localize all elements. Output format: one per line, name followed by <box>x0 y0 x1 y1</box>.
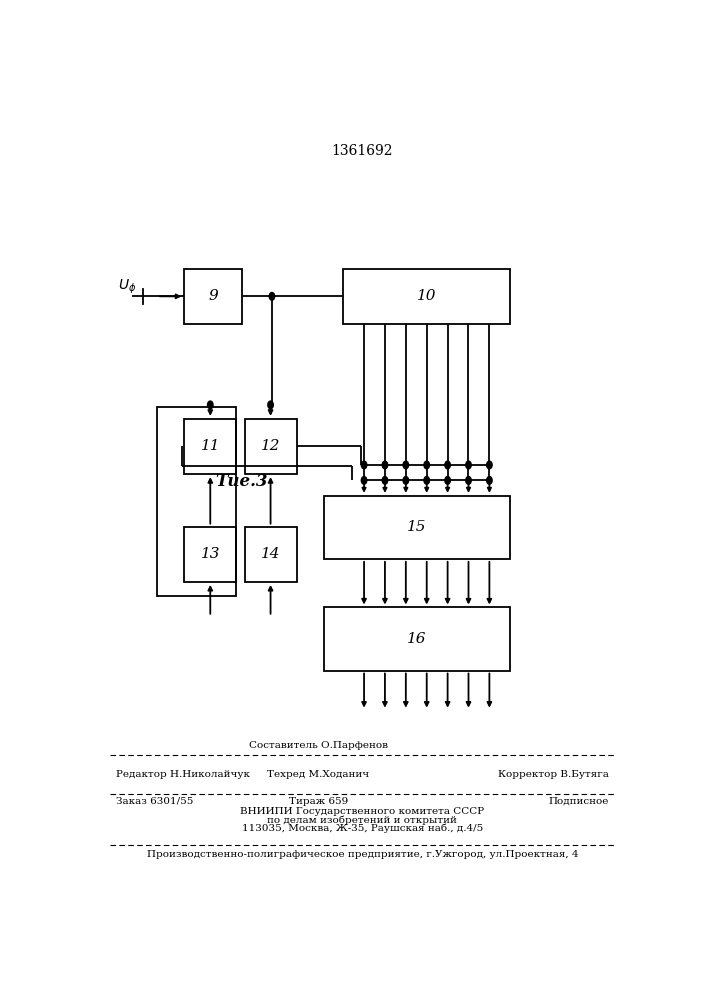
Circle shape <box>361 477 367 484</box>
Circle shape <box>382 477 387 484</box>
Text: 12: 12 <box>261 439 280 453</box>
FancyBboxPatch shape <box>245 527 297 582</box>
FancyBboxPatch shape <box>324 607 510 671</box>
FancyBboxPatch shape <box>324 496 510 559</box>
Circle shape <box>268 401 274 409</box>
Text: Техред М.Ходанич: Техред М.Ходанич <box>267 770 370 779</box>
Text: 113035, Москва, Ж-35, Раушская наб., д.4/5: 113035, Москва, Ж-35, Раушская наб., д.4… <box>242 824 483 833</box>
Text: Редактор Н.Николайчук: Редактор Н.Николайчук <box>116 770 250 779</box>
Text: 9: 9 <box>208 289 218 303</box>
Circle shape <box>486 461 492 469</box>
Circle shape <box>466 461 472 469</box>
Text: Τие.3: Τие.3 <box>216 473 268 490</box>
Text: 13: 13 <box>201 547 220 561</box>
Text: Подписное: Подписное <box>549 797 609 806</box>
FancyBboxPatch shape <box>343 269 510 324</box>
Text: 10: 10 <box>417 289 436 303</box>
Text: 1361692: 1361692 <box>332 144 393 158</box>
Circle shape <box>269 292 275 300</box>
Text: 14: 14 <box>261 547 280 561</box>
Text: по делам изобретений и открытий: по делам изобретений и открытий <box>267 815 457 825</box>
FancyBboxPatch shape <box>245 419 297 474</box>
Circle shape <box>486 477 492 484</box>
Circle shape <box>403 477 409 484</box>
Circle shape <box>403 461 409 469</box>
Text: Заказ 6301/55: Заказ 6301/55 <box>116 797 193 806</box>
Text: 11: 11 <box>201 439 220 453</box>
Circle shape <box>361 461 367 469</box>
Circle shape <box>424 461 429 469</box>
FancyBboxPatch shape <box>185 269 242 324</box>
Circle shape <box>424 477 429 484</box>
Text: $U_\phi$: $U_\phi$ <box>117 278 136 296</box>
Text: Корректор В.Бутяга: Корректор В.Бутяга <box>498 770 609 779</box>
Circle shape <box>208 401 213 409</box>
Text: Составитель О.Парфенов: Составитель О.Парфенов <box>249 741 388 750</box>
Text: 16: 16 <box>407 632 427 646</box>
Circle shape <box>382 461 387 469</box>
Text: Тираж 659: Тираж 659 <box>289 797 348 806</box>
Text: Производственно-полиграфическое предприятие, г.Ужгород, ул.Проектная, 4: Производственно-полиграфическое предприя… <box>146 850 578 859</box>
Circle shape <box>445 461 450 469</box>
Text: ВНИИПИ Государственного комитета СССР: ВНИИПИ Государственного комитета СССР <box>240 807 484 816</box>
Text: 15: 15 <box>407 520 427 534</box>
FancyBboxPatch shape <box>185 527 236 582</box>
Circle shape <box>445 477 450 484</box>
Circle shape <box>466 477 472 484</box>
FancyBboxPatch shape <box>185 419 236 474</box>
